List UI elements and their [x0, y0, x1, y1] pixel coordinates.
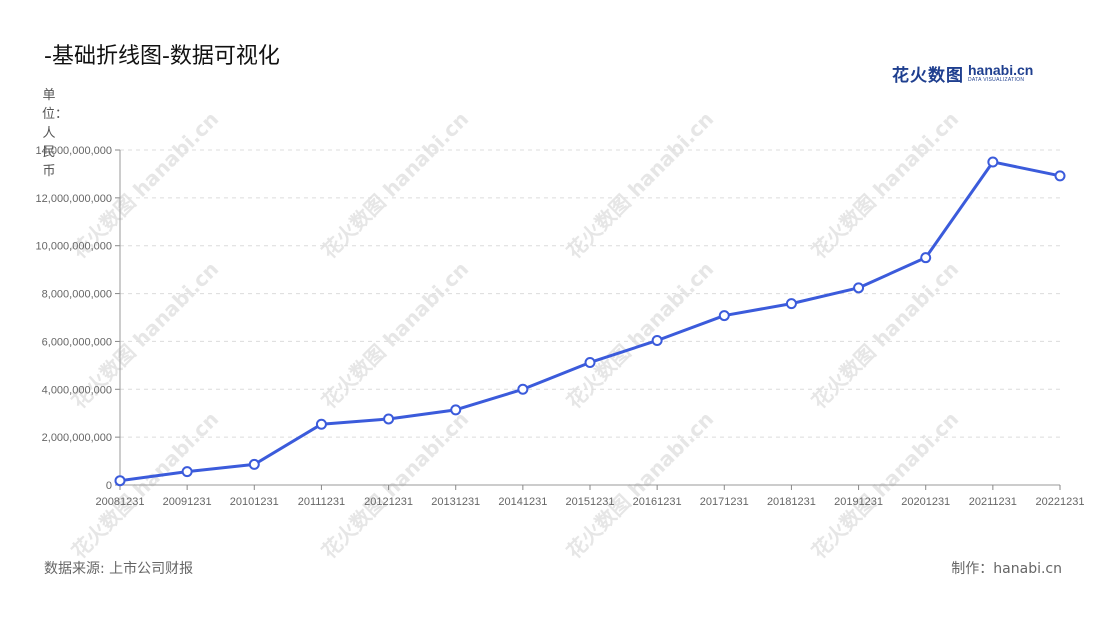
- data-point-1[interactable]: [181, 466, 193, 478]
- watermark-2: 花火数图 hanabi.cn: [562, 107, 718, 263]
- data-point-3[interactable]: [315, 418, 327, 430]
- x-tick-label-13: 20211231: [969, 496, 1017, 508]
- x-tick-label-5: 20131231: [431, 496, 480, 508]
- y-tick-label-5: 10,000,000,000: [36, 241, 112, 253]
- watermark-1: 花火数图 hanabi.cn: [317, 107, 473, 263]
- data-point-7[interactable]: [584, 356, 596, 368]
- logo-en-text: hanabi.cn: [968, 62, 1034, 78]
- y-tick-label-2: 4,000,000,000: [42, 384, 112, 396]
- y-tick-label-7: 14,000,000,000: [36, 145, 112, 157]
- data-point-5[interactable]: [450, 404, 462, 416]
- logo-cn-text: 花火数图: [892, 65, 964, 86]
- data-point-6[interactable]: [517, 383, 529, 395]
- brand-logo: 花火数图 hanabi.cn DATA VISUALIZATION: [892, 60, 1033, 86]
- watermark-5: 花火数图 hanabi.cn: [317, 257, 473, 413]
- x-tick-label-11: 20191231: [834, 496, 883, 508]
- x-tick-label-1: 20091231: [163, 496, 212, 508]
- watermark-7: 花火数图 hanabi.cn: [807, 257, 963, 413]
- x-tick-label-10: 20181231: [767, 496, 816, 508]
- x-tick-label-12: 20201231: [901, 496, 950, 508]
- x-tick-label-9: 20171231: [700, 496, 749, 508]
- logo-en-block: hanabi.cn DATA VISUALIZATION: [968, 63, 1033, 83]
- data-point-10[interactable]: [785, 298, 797, 310]
- chart-title: -基础折线图-数据可视化: [44, 44, 280, 69]
- x-tick-label-3: 20111231: [298, 496, 345, 508]
- x-tick-label-4: 20121231: [364, 496, 413, 508]
- x-tick-label-2: 20101231: [230, 496, 279, 508]
- watermark-layer: 花火数图 hanabi.cn 花火数图 hanabi.cn 花火数图 hanabi.…: [67, 107, 963, 563]
- y-tick-label-6: 12,000,000,000: [36, 193, 112, 205]
- data-source-note: 数据来源: 上市公司财报: [44, 561, 194, 577]
- data-point-4[interactable]: [383, 413, 395, 425]
- logo-sub-text: DATA VISUALIZATION: [968, 77, 1025, 83]
- x-tick-label-7: 20151231: [566, 496, 615, 508]
- x-tick-label-8: 20161231: [633, 496, 682, 508]
- x-tick-label-0: 20081231: [96, 496, 145, 508]
- y-tick-label-4: 8,000,000,000: [42, 289, 112, 301]
- data-point-12[interactable]: [920, 252, 932, 264]
- watermark-6: 花火数图 hanabi.cn: [562, 257, 718, 413]
- series-layer: [114, 156, 1066, 487]
- data-point-2[interactable]: [248, 458, 260, 470]
- y-tick-label-1: 2,000,000,000: [42, 432, 112, 444]
- y-tick-label-3: 6,000,000,000: [42, 336, 112, 348]
- data-point-9[interactable]: [718, 310, 730, 322]
- data-point-13[interactable]: [987, 156, 999, 168]
- x-tick-label-14: 20221231: [1036, 496, 1085, 508]
- y-tick-label-0: 0: [106, 480, 112, 492]
- data-point-14[interactable]: [1054, 170, 1066, 182]
- data-point-11[interactable]: [853, 282, 865, 294]
- data-point-0[interactable]: [114, 475, 126, 487]
- x-tick-label-6: 20141231: [498, 496, 547, 508]
- maker-note: 制作：hanabi.cn: [951, 561, 1062, 577]
- axes: 0 2,000,000,000 4,000,000,000 6,000,000,000…: [36, 145, 1085, 508]
- data-point-8[interactable]: [651, 334, 663, 346]
